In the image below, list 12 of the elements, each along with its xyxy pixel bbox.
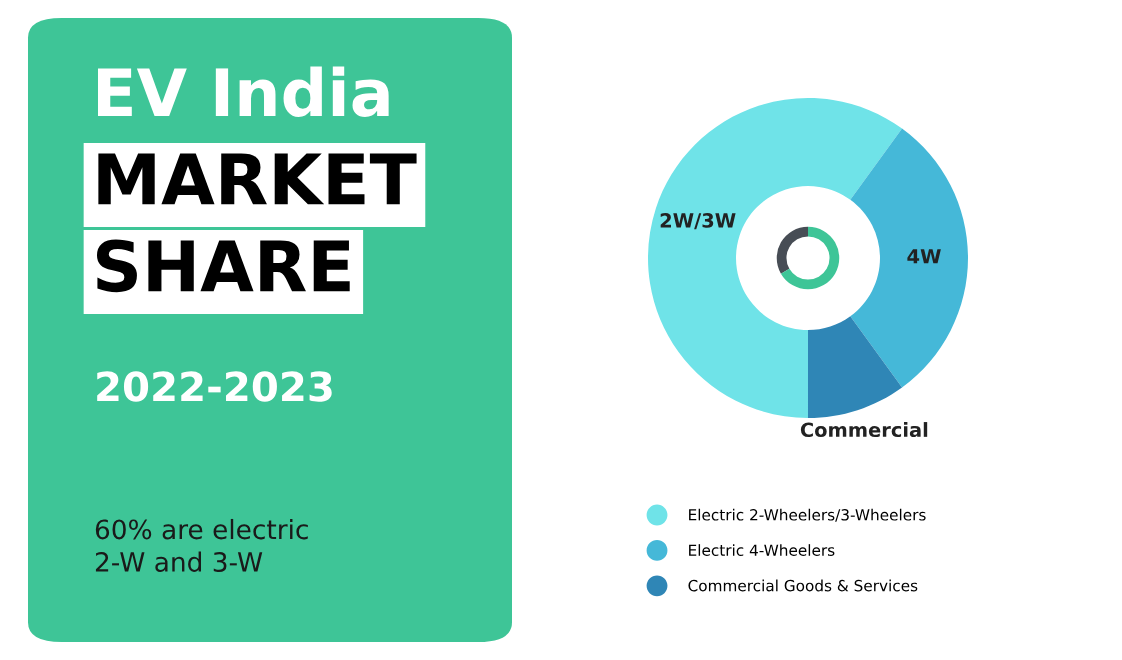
text: Commercial — [800, 422, 928, 438]
donut-slice — [850, 128, 968, 388]
text: 60% are electric 2-W and 3-W — [95, 518, 308, 572]
text: 2022-2023 — [97, 371, 332, 402]
legend-label: Electric 2-Wheelers/3-Wheelers — [689, 508, 926, 522]
legend-label: Electric 4-Wheelers — [689, 544, 835, 556]
text: 4W — [907, 249, 941, 264]
text: 2W/3W — [660, 213, 736, 230]
donut-slice — [808, 316, 903, 418]
legend-label: Commercial Goods & Services — [688, 579, 918, 592]
text: EV India MARKET SHARE — [96, 66, 417, 293]
donut-slice — [648, 98, 903, 418]
